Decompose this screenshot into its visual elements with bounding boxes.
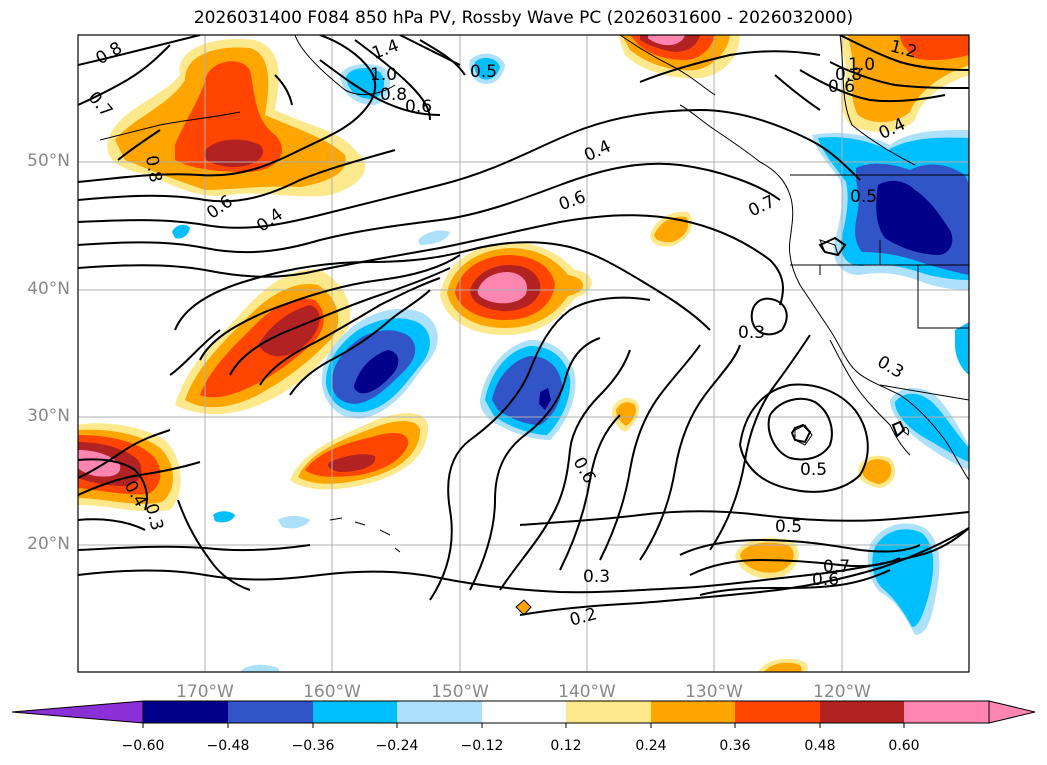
map-frame — [77, 34, 970, 673]
colorbar-bin — [397, 701, 482, 723]
contour-label: 0.8 — [380, 85, 407, 105]
colorbar-bin — [482, 701, 566, 723]
colorbar-bin — [820, 701, 904, 723]
colorbar-bin — [651, 701, 735, 723]
colorbar-bin — [904, 701, 989, 723]
colorbar-tick-label: 0.60 — [888, 738, 920, 754]
lon-label-140w: 140°W — [558, 682, 616, 702]
contour-label: 0.6 — [405, 97, 432, 117]
colorbar-tick-label: −0.36 — [291, 738, 335, 754]
colorbar-tick-label: −0.60 — [121, 738, 165, 754]
contour-label: 0.8 — [141, 154, 165, 184]
colorbar-bin — [228, 701, 313, 723]
colorbar-tick-label: 0.36 — [719, 738, 751, 754]
lon-label-170w: 170°W — [176, 682, 234, 702]
map-panel: 0.8 0.7 1.4 1.0 0.8 0.6 0.5 0.4 0.6 0.4 … — [77, 34, 970, 673]
lon-label-120w: 120°W — [813, 682, 871, 702]
colorbar-tick-label: 0.24 — [635, 738, 667, 754]
contour-label: 1.0 — [370, 65, 397, 85]
coastlines — [99, 35, 969, 553]
colorbar-extend-min — [11, 700, 144, 724]
contour-label: 0.3 — [738, 323, 765, 343]
colorbar-extend-max — [988, 700, 1036, 724]
colorbar-tick-label: −0.12 — [460, 738, 504, 754]
contour-label: 0.3 — [583, 567, 610, 587]
contour-label: 0.6 — [828, 77, 855, 97]
lat-label-40n: 40°N — [27, 279, 70, 299]
colorbar-tick-label: 0.48 — [804, 738, 836, 754]
colorbar-bin — [566, 701, 651, 723]
figure-title: 2026031400 F084 850 hPa PV, Rossby Wave … — [193, 8, 854, 28]
colorbar-tick-label: 0.12 — [550, 738, 582, 754]
lat-label-50n: 50°N — [27, 151, 70, 171]
contour-label: 0.6 — [812, 570, 839, 590]
lat-label-30n: 30°N — [27, 406, 70, 426]
lon-label-150w: 150°W — [431, 682, 489, 702]
pc-contours — [78, 35, 969, 616]
colorbar-bin — [313, 701, 397, 723]
contour-label: 0.7 — [823, 557, 850, 577]
lon-label-130w: 130°W — [685, 682, 743, 702]
colorbar-bin — [735, 701, 820, 723]
colorbar-bin — [143, 701, 228, 723]
lon-label-160w: 160°W — [303, 682, 361, 702]
contour-label: 0.5 — [775, 517, 802, 537]
colorbar — [11, 700, 1036, 728]
contour-label: 0.8 — [835, 65, 862, 85]
lat-label-20n: 20°N — [27, 534, 70, 554]
contour-label: 0.5 — [850, 187, 877, 207]
colorbar-tick-label: −0.48 — [206, 738, 250, 754]
colorbar-tick-label: −0.24 — [375, 738, 419, 754]
contour-label: 0.5 — [800, 460, 827, 480]
map-content: 0.8 0.7 1.4 1.0 0.8 0.6 0.5 0.4 0.6 0.4 … — [78, 35, 969, 672]
contour-label: 1.0 — [848, 55, 875, 75]
contour-label: 0.5 — [470, 62, 497, 82]
